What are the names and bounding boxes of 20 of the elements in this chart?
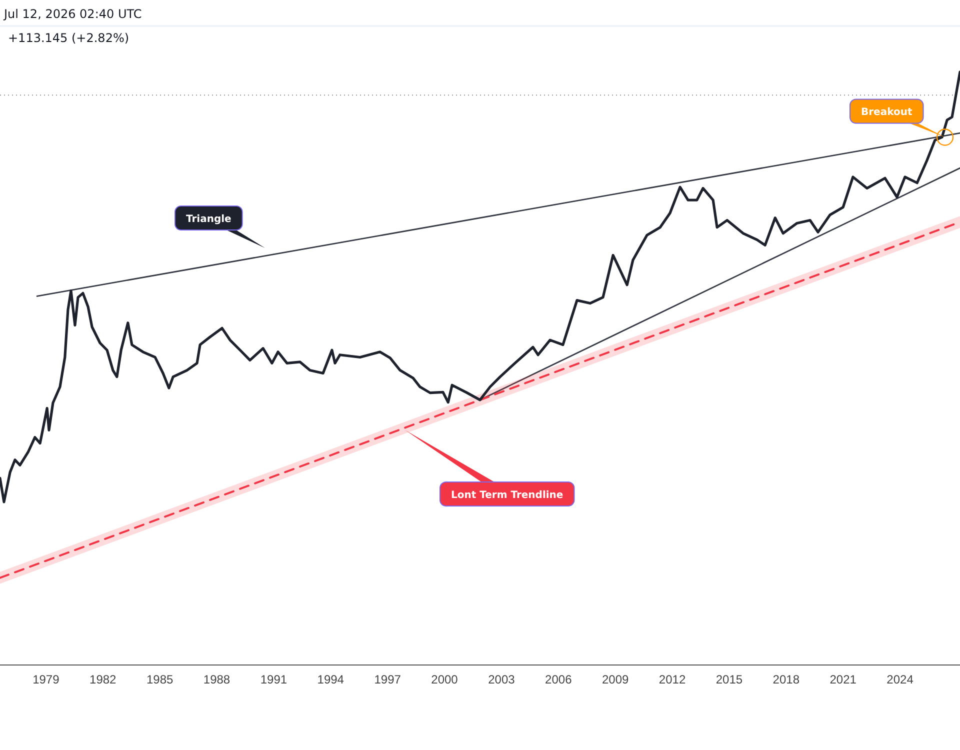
x-tick-label: 1994 [317,672,344,687]
x-tick-label: 2021 [830,672,857,687]
x-tick-label: 2024 [886,672,914,687]
x-tick-label: 1979 [32,672,60,687]
x-tick-label: 2006 [545,672,572,687]
x-tick-label: 2015 [716,672,743,687]
annotation: Lont Term Trendline [451,490,564,501]
x-tick-label: 2009 [602,672,629,687]
chart-title: Jul 12, 2026 02:40 UTC [3,7,142,21]
x-tick-label: 1991 [260,672,288,687]
x-tick-label: 1997 [374,672,402,687]
chart-subtitle: +113.145 (+2.82%) [8,31,130,45]
x-tick-label: 1985 [146,672,174,687]
x-tick-label: 2000 [431,672,458,687]
x-tick-label: 2003 [488,672,516,687]
annotation: Triangle [186,214,232,225]
x-tick-label: 1988 [203,672,230,687]
x-tick-label: 2018 [772,672,800,687]
x-tick-label: 2012 [658,672,686,687]
x-tick-label: 1982 [90,672,117,687]
